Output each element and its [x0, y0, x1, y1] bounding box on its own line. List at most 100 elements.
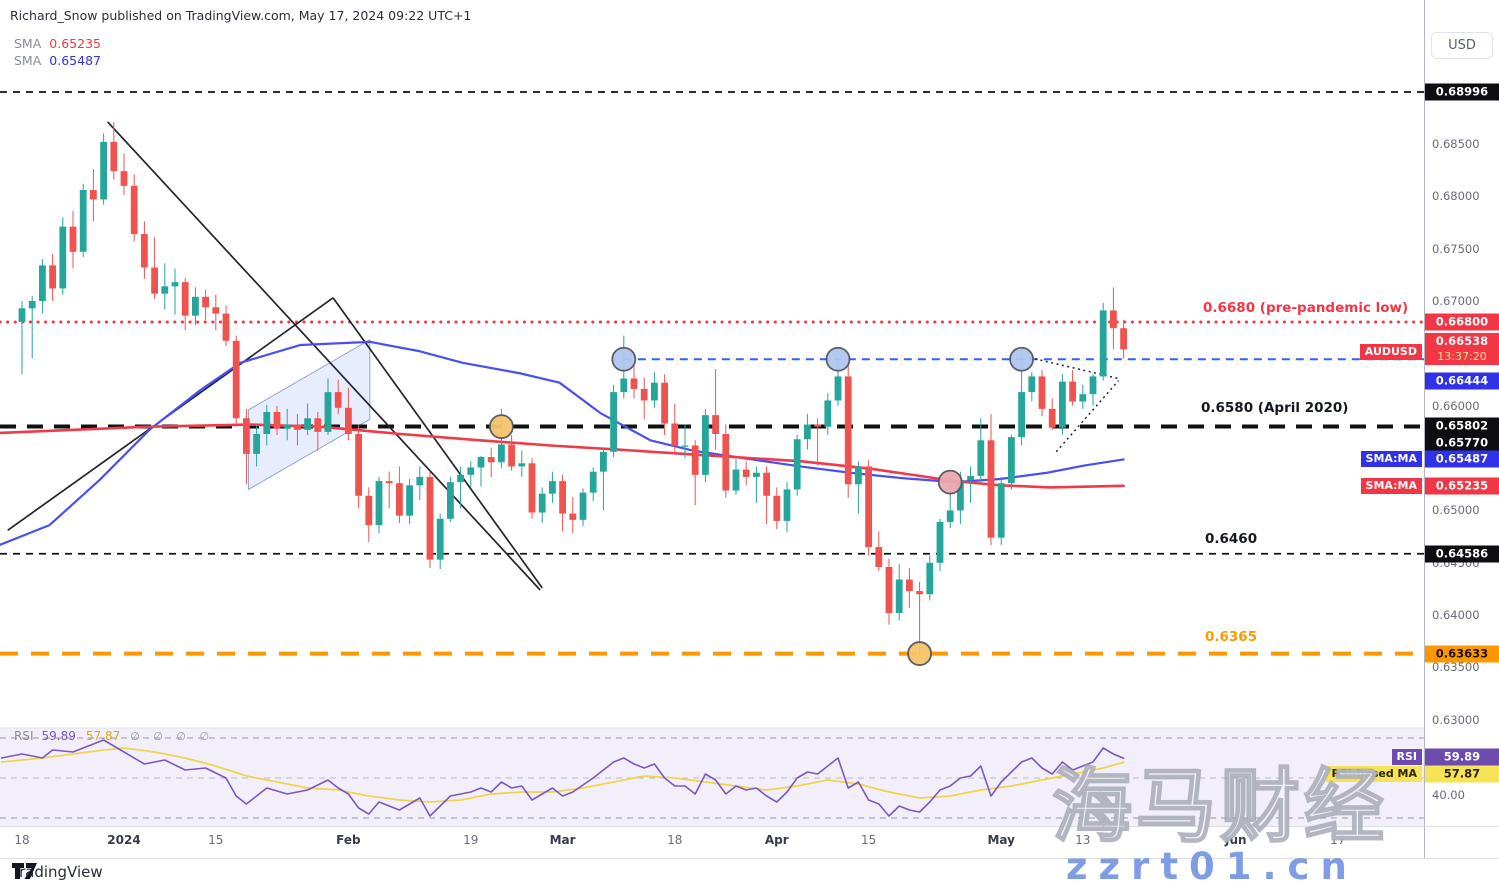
candle [906, 568, 913, 608]
indicator-tag-0.65235: SMA:MA [1360, 477, 1422, 494]
circle-marker-orange[interactable] [907, 641, 932, 666]
time-label-18: 18 [14, 833, 30, 847]
time-label-Apr: Apr [764, 833, 789, 847]
candle [528, 458, 536, 519]
candle [508, 435, 515, 471]
rsi-tag-RSI: RSI [1391, 749, 1422, 765]
current-price-value: 0.66538 [1435, 334, 1489, 348]
tradingview-logo[interactable]: TradingView [12, 863, 103, 881]
legend-rsi[interactable]: RSI 59.89 57.87 ∅ ∅ ∅ ∅ [14, 729, 214, 743]
legend-action-icons[interactable]: ∅ ∅ ∅ ∅ [130, 730, 215, 743]
time-label-13: 13 [1075, 833, 1091, 847]
candle [732, 459, 740, 495]
price-label-0.65802: 0.65802 [1425, 417, 1499, 435]
candle [1120, 319, 1127, 359]
candle [589, 467, 597, 502]
candle [793, 435, 801, 496]
candle [681, 424, 689, 459]
price-label-0.65770: 0.65770 [1425, 434, 1499, 452]
candle [18, 301, 26, 375]
currency-toggle-button[interactable]: USD [1431, 32, 1493, 59]
candle [651, 372, 658, 408]
time-label-May: May [987, 833, 1015, 847]
price-tick: 0.63500 [1432, 660, 1480, 675]
candle [243, 408, 250, 485]
annotation-april-2020: 0.6580 (April 2020) [1201, 400, 1349, 416]
candle [375, 476, 383, 534]
candle [742, 461, 750, 486]
candle [926, 555, 934, 601]
annotation-0-6460: 0.6460 [1205, 531, 1258, 547]
candle [79, 183, 87, 258]
candle [426, 471, 434, 569]
candle [100, 133, 107, 205]
time-label-Jun: Jun [1225, 833, 1247, 847]
circle-marker-orange[interactable] [488, 414, 514, 440]
candle [181, 277, 189, 331]
candle [212, 294, 220, 331]
candle [202, 289, 209, 320]
annotation-0-6365: 0.6365 [1205, 629, 1258, 645]
price-tick: 0.67000 [1432, 294, 1480, 308]
rsi-tick-40: 40.00 [1432, 788, 1465, 802]
circle-marker-pink[interactable] [937, 469, 963, 495]
candle [1038, 370, 1046, 417]
candle [1099, 303, 1107, 381]
rsi-indicator-label: RSI [14, 729, 34, 743]
flag-pattern-drawing[interactable] [247, 338, 371, 491]
candle [110, 121, 118, 180]
rsi-label-57.87: 57.87 [1425, 765, 1499, 783]
candle [559, 474, 566, 532]
candle [28, 295, 36, 359]
rsi-label-59.89: 59.89 [1425, 748, 1499, 766]
symbol-tag: AUDUSD [1359, 344, 1422, 360]
candle [712, 369, 719, 450]
legend-sma-fast[interactable]: SMA 0.65235 [14, 36, 101, 51]
candle [487, 447, 495, 477]
candle [396, 466, 403, 523]
candle [1079, 384, 1087, 409]
time-label-Mar: Mar [549, 833, 576, 847]
candle [702, 408, 709, 483]
candle [161, 263, 169, 310]
sma-indicator-label: SMA [14, 53, 42, 68]
candle [895, 563, 903, 621]
candle [885, 558, 893, 625]
candle [855, 461, 862, 514]
trendline-drawing-4[interactable] [1055, 380, 1120, 453]
trendline-drawing-0[interactable] [107, 121, 541, 591]
publish-header: Richard_Snow published on TradingView.co… [10, 8, 472, 23]
price-tick: 0.64000 [1432, 608, 1480, 623]
candle [1059, 374, 1066, 436]
candle [1089, 374, 1097, 406]
price-label-0.65487: 0.65487 [1425, 450, 1499, 468]
candle [90, 169, 97, 222]
circle-marker-blue[interactable] [1009, 346, 1034, 372]
candle [406, 479, 413, 525]
candle [1110, 287, 1117, 350]
price-label-0.64586: 0.64586 [1425, 545, 1499, 563]
annotation-pre-pandemic-low: 0.6680 (pre-pandemic low) [1203, 300, 1409, 316]
candle [997, 476, 1005, 545]
candle [467, 461, 475, 488]
tradingview-logo-icon [12, 863, 37, 879]
candle [436, 513, 444, 570]
time-axis-top-border [0, 826, 1499, 827]
circle-marker-blue[interactable] [611, 346, 637, 372]
candle [294, 414, 301, 446]
price-label-0.66800: 0.66800 [1425, 313, 1499, 331]
candle [1069, 370, 1076, 406]
time-label-2024: 2024 [107, 833, 141, 847]
time-label-18: 18 [667, 833, 683, 847]
legend-sma-slow[interactable]: SMA 0.65487 [14, 53, 101, 68]
trendline-drawing-2[interactable] [332, 297, 543, 589]
price-label-0.66444: 0.66444 [1425, 372, 1499, 390]
candle [661, 374, 668, 436]
time-label-19: 19 [463, 833, 479, 847]
candle [844, 362, 852, 498]
circle-marker-blue[interactable] [825, 346, 851, 372]
trendline-drawing-3[interactable] [1029, 356, 1119, 380]
candle [987, 414, 995, 545]
